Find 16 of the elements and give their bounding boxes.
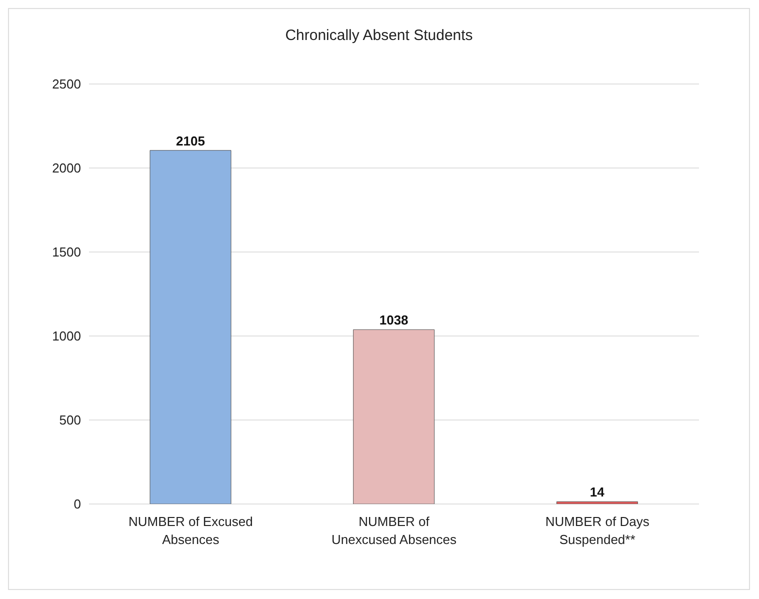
chart-title: Chronically Absent Students [284, 26, 474, 44]
y-tick-label: 1000 [52, 328, 81, 344]
y-tick-label: 1500 [52, 244, 81, 260]
x-tick-label: NUMBER of Days Suspended** [545, 514, 650, 547]
bar [556, 501, 638, 504]
data-label: 2105 [176, 133, 205, 148]
y-tick-label: 0 [74, 496, 81, 512]
bar [353, 329, 435, 504]
y-tick-label: 2500 [52, 76, 81, 92]
x-tick-label: NUMBER of Excused Absences [128, 514, 253, 547]
y-tick-label: 2000 [52, 160, 81, 176]
data-label: 1038 [379, 312, 408, 328]
x-tick-label: NUMBER of Unexcused Absences [331, 514, 458, 547]
bar [150, 150, 232, 504]
data-label: 14 [590, 484, 606, 500]
y-tick-label: 500 [59, 412, 81, 428]
